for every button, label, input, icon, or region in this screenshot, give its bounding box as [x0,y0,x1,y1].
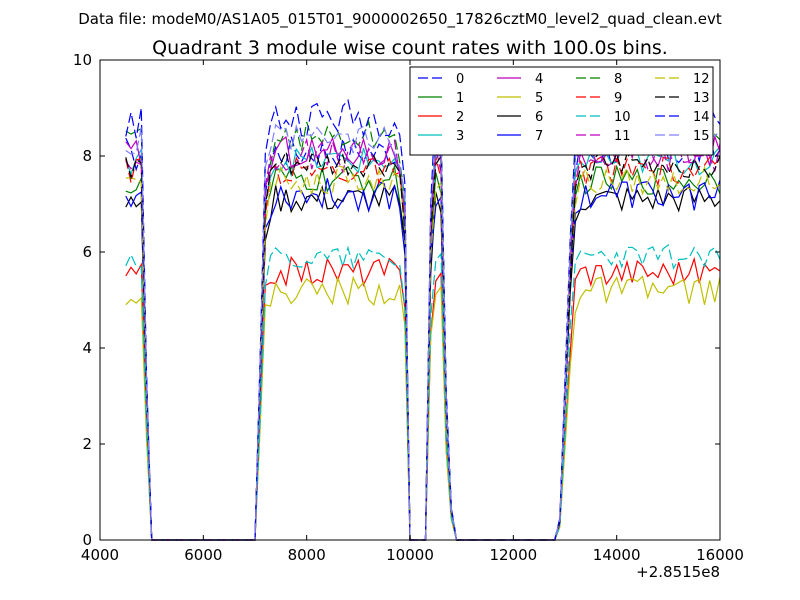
legend-label-5: 5 [535,91,543,106]
legend-label-0: 0 [456,72,464,87]
legend-label-4: 4 [535,72,543,87]
legend-label-8: 8 [614,72,622,87]
legend-label-14: 14 [693,110,710,125]
legend-label-2: 2 [456,110,464,125]
x-offset-label: +2.8515e8 [636,563,720,581]
legend-label-13: 13 [693,91,710,106]
legend-label-15: 15 [693,129,710,144]
series-line-11 [125,137,721,541]
data-file-header: Data file: modeM0/AS1A05_015T01_90000026… [78,10,722,29]
x-tick-label: 14000 [593,546,641,564]
legend-label-12: 12 [693,72,710,87]
x-tick-label: 10000 [386,546,434,564]
y-tick-label: 10 [73,51,92,69]
legend-label-3: 3 [456,129,464,144]
legend-box [409,66,714,156]
series-line-12 [125,165,721,541]
x-tick-label: 8000 [288,546,326,564]
chart-title: Quadrant 3 module wise count rates with … [152,37,668,59]
y-tick-label: 6 [82,243,92,261]
y-tick-label: 4 [82,339,92,357]
legend-label-6: 6 [535,110,543,125]
legend-label-7: 7 [535,129,543,144]
y-tick-label: 8 [82,147,92,165]
legend-label-1: 1 [456,91,464,106]
x-tick-label: 6000 [184,546,222,564]
x-tick-label: 12000 [489,546,537,564]
y-tick-label: 0 [82,531,92,549]
series-line-8 [125,119,721,541]
series-line-10 [125,243,721,541]
legend-label-11: 11 [614,129,631,144]
x-tick-label: 16000 [696,546,744,564]
legend-label-9: 9 [614,91,622,106]
y-tick-label: 2 [82,435,92,453]
x-tick-label: 4000 [81,546,119,564]
legend-label-10: 10 [614,110,631,125]
